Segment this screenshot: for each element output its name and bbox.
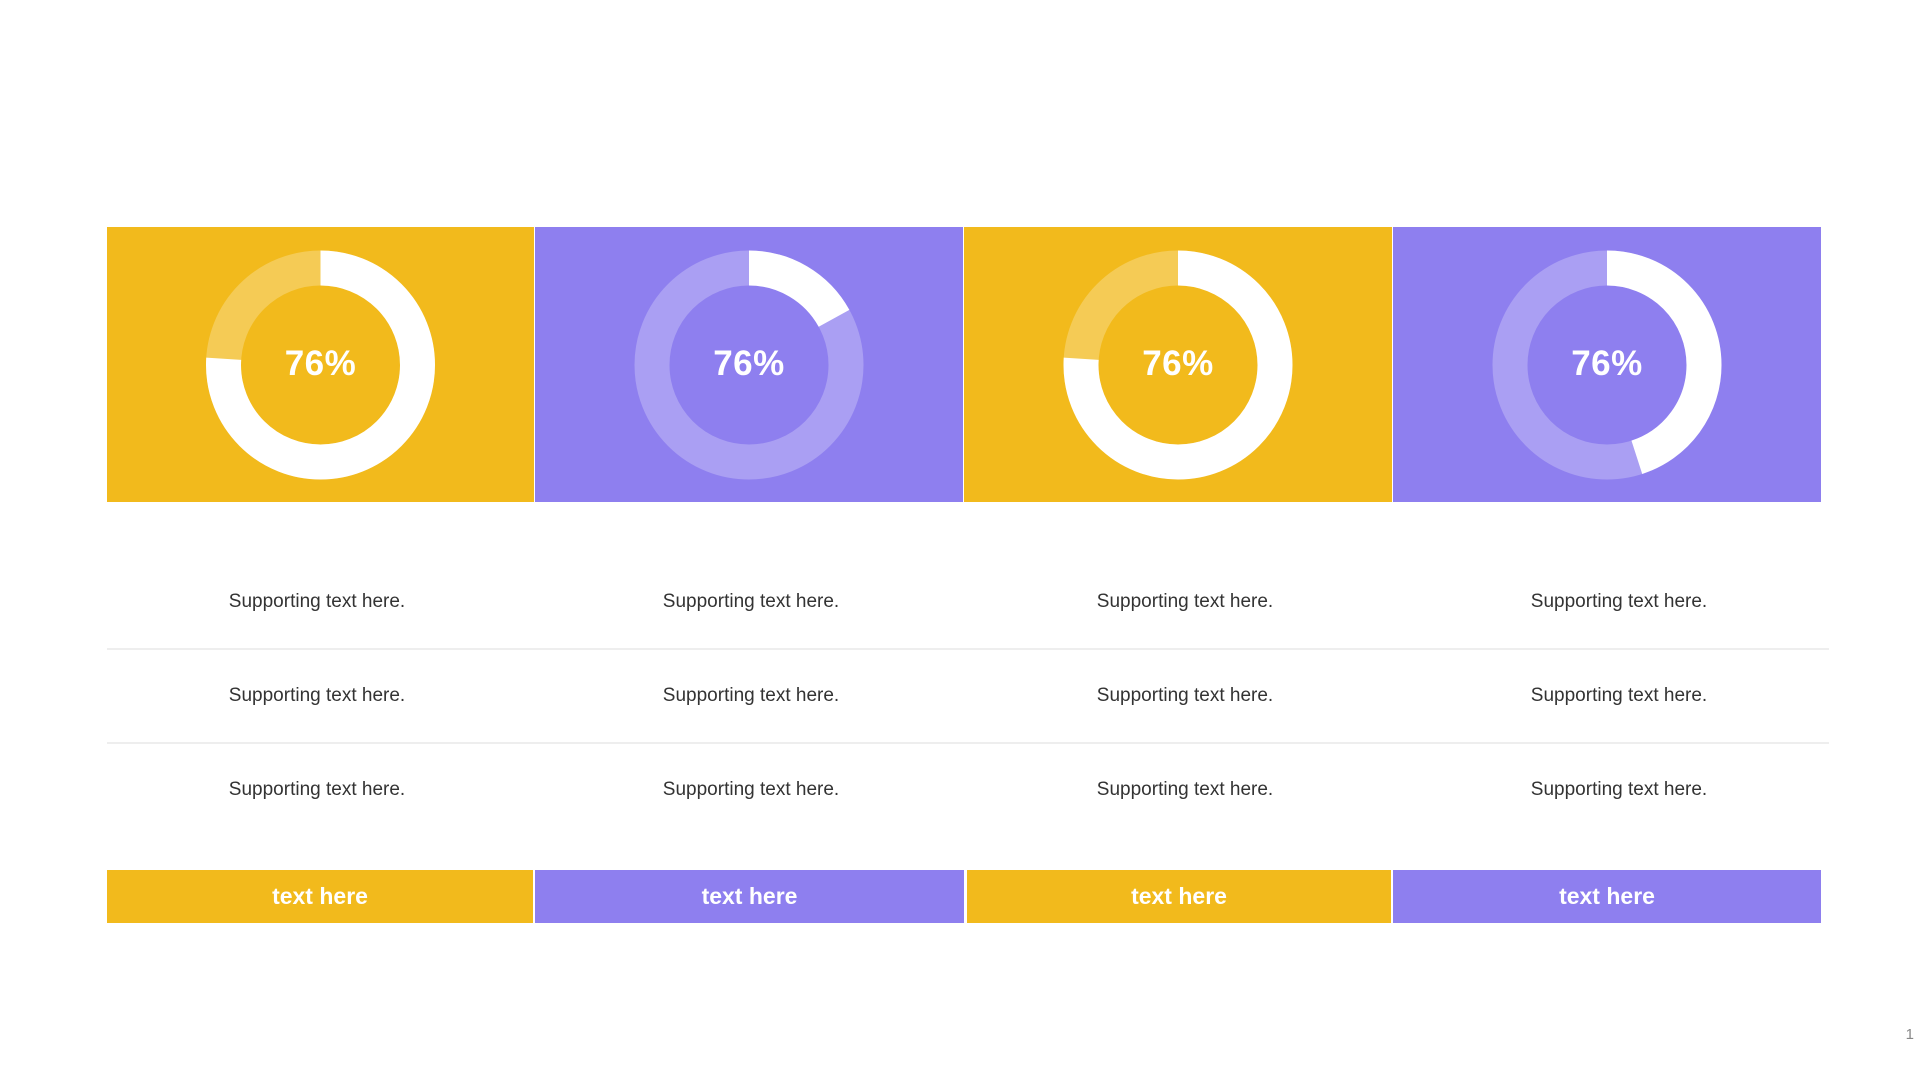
supporting-text: Supporting text here. bbox=[662, 779, 840, 800]
donut-chart bbox=[206, 250, 435, 480]
percentage-label: 76% bbox=[713, 344, 785, 383]
donut-progress-arc bbox=[206, 250, 435, 480]
donut-progress-arc bbox=[1492, 250, 1722, 480]
donut-chart bbox=[634, 250, 864, 480]
percentage-label: 76% bbox=[284, 344, 357, 383]
percentage-label: 76% bbox=[1142, 344, 1214, 383]
stat-tiles: 76% 76% 76% 76% bbox=[107, 227, 1821, 502]
bottom-labels: text here text here text here text here bbox=[107, 870, 1821, 923]
bottom-label-bar: text here bbox=[1393, 870, 1821, 923]
supporting-text: Supporting text here. bbox=[1530, 779, 1708, 800]
bottom-label-bar: text here bbox=[967, 870, 1391, 923]
stat-tile: 76% bbox=[535, 227, 963, 502]
supporting-text: Supporting text here. bbox=[228, 779, 406, 800]
supporting-text-table: Supporting text here. Supporting text he… bbox=[107, 556, 1829, 836]
donut-chart bbox=[1063, 250, 1293, 480]
bottom-label-bar: text here bbox=[107, 870, 533, 923]
supporting-text: Supporting text here. bbox=[1096, 591, 1274, 612]
donut-progress-arc bbox=[1063, 250, 1293, 480]
supporting-text: Supporting text here. bbox=[228, 685, 406, 706]
bottom-label-bar: text here bbox=[535, 870, 964, 923]
supporting-text: Supporting text here. bbox=[228, 591, 406, 612]
donut-progress-arc bbox=[634, 250, 864, 480]
supporting-text: Supporting text here. bbox=[1096, 685, 1274, 706]
supporting-text: Supporting text here. bbox=[1096, 779, 1274, 800]
stat-tile: 76% bbox=[964, 227, 1392, 502]
percentage-label: 76% bbox=[1571, 344, 1643, 383]
stat-tile: 76% bbox=[1393, 227, 1821, 502]
supporting-text: Supporting text here. bbox=[662, 591, 840, 612]
stat-tile: 76% bbox=[107, 227, 534, 502]
table-row: Supporting text here. Supporting text he… bbox=[107, 650, 1829, 744]
supporting-text: Supporting text here. bbox=[662, 685, 840, 706]
table-row: Supporting text here. Supporting text he… bbox=[107, 556, 1829, 650]
table-row: Supporting text here. Supporting text he… bbox=[107, 744, 1829, 836]
supporting-text: Supporting text here. bbox=[1530, 591, 1708, 612]
donut-chart bbox=[1492, 250, 1722, 480]
supporting-text: Supporting text here. bbox=[1530, 685, 1708, 706]
page-number: 1 bbox=[1905, 1026, 1914, 1043]
